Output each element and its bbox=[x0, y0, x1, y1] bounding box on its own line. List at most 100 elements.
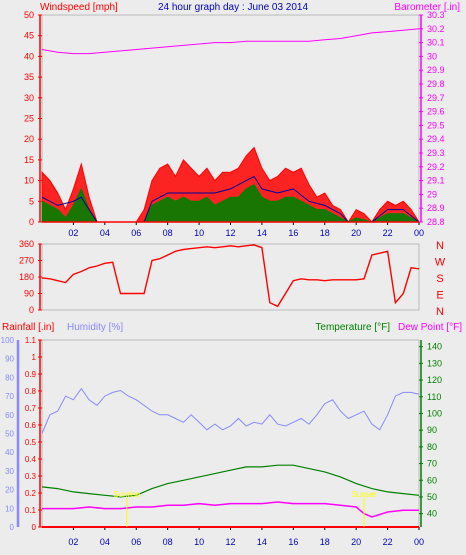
direction-tick-label: 360 bbox=[19, 239, 34, 249]
temperature-tick-label: 70 bbox=[427, 459, 437, 469]
humidity-tick-label: 40 bbox=[5, 448, 14, 457]
direction-tick-label: 90 bbox=[24, 289, 34, 299]
dewpoint-axis-title: Dew Point [°F] bbox=[398, 322, 462, 333]
humidity-tick-label: 70 bbox=[5, 392, 14, 401]
x-tick-label: 06 bbox=[131, 228, 141, 238]
wind-tick-label: 5 bbox=[29, 196, 34, 206]
direction-line bbox=[41, 244, 420, 308]
x-tick-label: 02 bbox=[68, 228, 78, 238]
x-tick-label: 08 bbox=[163, 537, 173, 547]
x-tick-label: 12 bbox=[225, 228, 235, 238]
rain-tick-label: 1.1 bbox=[25, 336, 37, 345]
x-tick-label: 10 bbox=[194, 228, 204, 238]
x-tick-label: 00 bbox=[414, 228, 424, 238]
chart-title: 24 hour graph day : June 03 2014 bbox=[158, 2, 309, 13]
x-tick-label: 08 bbox=[163, 228, 173, 238]
x-tick-label: 20 bbox=[351, 537, 361, 547]
x-tick-label: 14 bbox=[257, 228, 267, 238]
x-tick-label: 14 bbox=[257, 537, 267, 547]
temperature-axis-title: Temperature [°F] bbox=[315, 322, 390, 333]
rain-tick-label: 0.5 bbox=[25, 438, 37, 447]
temperature-tick-label: 60 bbox=[427, 475, 437, 485]
humidity-tick-label: 0 bbox=[10, 523, 15, 532]
temperature-tick-label: 130 bbox=[427, 358, 442, 368]
direction-tick-label: 0 bbox=[29, 305, 34, 315]
humidity-tick-label: 10 bbox=[5, 504, 14, 513]
rain-tick-label: 0.2 bbox=[25, 489, 37, 498]
barometer-line bbox=[41, 28, 420, 55]
rain-tick-label: 0.6 bbox=[25, 421, 37, 430]
baro-tick-label: 29.1 bbox=[427, 176, 445, 186]
humidity-tick-label: 50 bbox=[5, 430, 14, 439]
wind-axis-title: Windspeed [mph] bbox=[40, 2, 118, 13]
temperature-tick-label: 90 bbox=[427, 425, 437, 435]
baro-tick-label: 29.7 bbox=[427, 93, 445, 103]
temperature-tick-label: 40 bbox=[427, 509, 437, 519]
humidity-tick-label: 20 bbox=[5, 486, 14, 495]
temperature-tick-label: 110 bbox=[427, 392, 441, 402]
rain-tick-label: 0.3 bbox=[25, 472, 37, 481]
x-tick-label: 12 bbox=[225, 537, 235, 547]
sun-label: Sunset bbox=[352, 490, 378, 499]
baro-tick-label: 28.8 bbox=[427, 217, 445, 227]
compass-label: N bbox=[436, 306, 444, 318]
x-tick-label: 04 bbox=[100, 228, 110, 238]
baro-tick-label: 29.8 bbox=[427, 79, 445, 89]
baro-tick-label: 29 bbox=[427, 189, 437, 199]
baro-tick-label: 29.3 bbox=[427, 148, 445, 158]
compass-label: S bbox=[436, 273, 443, 285]
direction-plot-area bbox=[41, 243, 420, 311]
compass-label: E bbox=[436, 290, 443, 302]
temperature-line bbox=[41, 464, 420, 498]
wind-tick-label: 40 bbox=[24, 51, 34, 61]
humidity-tick-label: 80 bbox=[5, 373, 14, 382]
rain-tick-label: 0.7 bbox=[25, 404, 37, 413]
baro-tick-label: 30 bbox=[427, 51, 437, 61]
rain-axis-title: Rainfall [.in] bbox=[2, 322, 54, 333]
direction-tick-label: 270 bbox=[19, 256, 34, 266]
humidity-tick-label: 60 bbox=[5, 411, 14, 420]
x-tick-label: 10 bbox=[194, 537, 204, 547]
average-wind-line bbox=[41, 175, 420, 223]
wind-tick-label: 30 bbox=[24, 93, 34, 103]
x-tick-label: 22 bbox=[383, 228, 393, 238]
temperature-tick-label: 50 bbox=[427, 492, 437, 502]
baro-tick-label: 30.1 bbox=[427, 38, 445, 48]
temperature-tick-label: 140 bbox=[427, 342, 442, 352]
x-tick-label: 02 bbox=[68, 537, 78, 547]
humidity-tick-label: 100 bbox=[1, 336, 15, 345]
temperature-tick-label: 80 bbox=[427, 442, 437, 452]
baro-tick-label: 29.2 bbox=[427, 162, 445, 172]
baro-tick-label: 29.5 bbox=[427, 120, 445, 130]
x-tick-label: 16 bbox=[288, 228, 298, 238]
sun-label: Sunrise bbox=[113, 490, 141, 499]
baro-tick-label: 29.9 bbox=[427, 65, 445, 75]
baro-tick-label: 30.2 bbox=[427, 24, 445, 34]
rain-tick-label: 0.1 bbox=[25, 506, 37, 515]
baro-tick-label: 29.6 bbox=[427, 107, 445, 117]
x-tick-label: 06 bbox=[131, 537, 141, 547]
baro-tick-label: 29.4 bbox=[427, 134, 445, 144]
x-tick-label: 22 bbox=[383, 537, 393, 547]
rain-tick-label: 0.9 bbox=[25, 370, 37, 379]
rain-tick-label: 1 bbox=[32, 353, 37, 362]
temperature-tick-label: 100 bbox=[427, 408, 442, 418]
rain-tick-label: 0 bbox=[32, 523, 37, 532]
wind-tick-label: 10 bbox=[24, 176, 34, 186]
wind-tick-label: 0 bbox=[29, 217, 34, 227]
wind-tick-label: 45 bbox=[24, 31, 34, 41]
humidity-tick-label: 30 bbox=[5, 467, 14, 476]
dewpoint-line bbox=[42, 501, 419, 518]
humidity-axis-title: Humidity [%] bbox=[67, 322, 123, 333]
baro-tick-label: 28.9 bbox=[427, 203, 445, 213]
baro-tick-label: 30.3 bbox=[427, 10, 445, 20]
baro-axis-title: Barometer [.in] bbox=[394, 2, 460, 13]
x-tick-label: 20 bbox=[351, 228, 361, 238]
x-tick-label: 18 bbox=[320, 228, 330, 238]
wind-tick-label: 35 bbox=[24, 72, 34, 82]
humidity-tick-label: 90 bbox=[5, 355, 14, 364]
rain-tick-label: 0.4 bbox=[25, 455, 37, 464]
temperature-tick-label: 120 bbox=[427, 375, 442, 385]
humidity-line bbox=[41, 387, 420, 434]
